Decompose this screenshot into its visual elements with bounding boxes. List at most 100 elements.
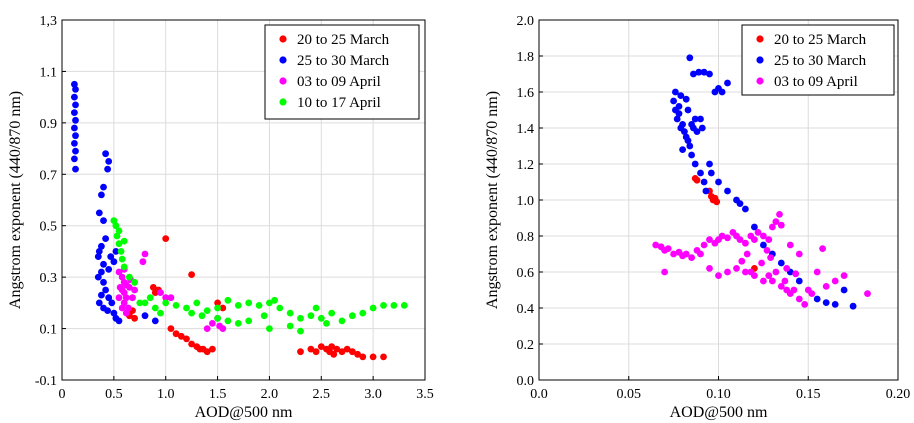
right-point-series-3 [751, 236, 758, 244]
right-point-series-3 [754, 229, 762, 236]
left-point-series-4 [266, 299, 273, 307]
right-point-series-2 [840, 286, 848, 294]
right-point-series-2 [675, 110, 683, 117]
left-point-series-2 [71, 140, 78, 147]
right-point-series-3 [790, 286, 798, 294]
left-point-series-2 [72, 147, 79, 155]
right-legend-marker-1 [756, 35, 764, 43]
right-x-tick-label: 0.20 [886, 387, 911, 402]
right-x-tick-label: 0.0 [530, 387, 548, 402]
right-point-series-2 [691, 115, 699, 123]
right-point-series-2 [672, 88, 679, 96]
right-point-series-2 [693, 128, 701, 136]
right-point-series-3 [763, 247, 771, 254]
left-x-tick-label: 3.5 [416, 387, 434, 402]
left-point-series-4 [157, 309, 164, 317]
left-point-series-4 [120, 237, 128, 245]
left-point-series-4 [266, 325, 273, 332]
right-point-series-2 [688, 151, 695, 159]
left-point-series-3 [120, 289, 128, 296]
left-point-series-2 [108, 299, 116, 307]
left-point-series-4 [224, 317, 232, 325]
right-y-tick-label: 1.2 [517, 158, 535, 173]
left-point-series-2 [110, 309, 118, 317]
left-point-series-3 [116, 284, 124, 291]
left-point-series-3 [115, 268, 123, 276]
left-point-series-4 [286, 309, 294, 317]
right-point-series-2 [707, 169, 715, 177]
right-point-series-3 [682, 250, 690, 258]
left-point-series-4 [328, 309, 336, 317]
left-point-series-4 [271, 296, 278, 304]
right-point-series-3 [769, 277, 776, 285]
right-point-series-2 [691, 160, 699, 168]
left-y-tick-label: 0.7 [40, 168, 58, 183]
left-point-series-4 [151, 304, 159, 312]
right-point-series-3 [808, 290, 816, 297]
left-point-series-4 [312, 304, 320, 312]
left-point-series-1 [307, 345, 315, 353]
left-point-series-2 [95, 299, 103, 307]
right-point-series-3 [724, 234, 731, 242]
right-point-series-2 [715, 178, 722, 186]
left-legend-label-4: 10 to 17 April [297, 95, 381, 111]
left-point-series-3 [122, 294, 130, 302]
left-point-series-4 [380, 302, 387, 309]
left-point-series-3 [125, 284, 133, 291]
right-y-tick-label: 0.0 [517, 374, 535, 389]
right-point-series-3 [733, 265, 740, 272]
left-point-series-1 [328, 343, 336, 350]
left-point-series-4 [162, 299, 170, 307]
left-point-series-3 [124, 304, 132, 312]
right-scatter-panel: 0.0 0.05 0.10 0.15 0.20 0.0 0.2 0.4 0.6 0.8 1.0 1.2… [484, 14, 910, 421]
left-point-series-4 [125, 273, 133, 281]
left-point-series-4 [349, 312, 356, 320]
left-point-series-2 [71, 124, 78, 132]
left-legend-label-2: 25 to 30 March [297, 53, 390, 69]
left-legend-marker-1 [279, 35, 287, 43]
left-point-series-2 [94, 273, 102, 281]
left-point-series-4 [276, 304, 284, 312]
right-point-series-3 [760, 232, 767, 240]
left-point-series-4 [112, 222, 120, 230]
left-point-series-4 [369, 304, 377, 312]
right-point-series-3 [822, 283, 830, 290]
right-point-series-3 [742, 268, 749, 276]
right-x-tick-label: 0.05 [617, 387, 642, 402]
left-x-tick-label: 0.5 [105, 387, 123, 402]
left-point-series-2 [141, 312, 149, 320]
left-point-series-3 [115, 294, 123, 302]
right-y-tick-label: 1.6 [517, 86, 535, 101]
right-point-series-3 [688, 254, 695, 261]
right-point-series-2 [849, 302, 857, 310]
left-y-tick-label: 1.1 [40, 65, 58, 80]
left-point-series-4 [214, 304, 222, 312]
left-point-series-1 [369, 353, 377, 361]
left-point-series-2 [102, 150, 109, 158]
left-point-series-2 [100, 183, 107, 191]
left-legend-marker-4 [279, 98, 287, 106]
right-point-series-2 [695, 68, 703, 76]
right-point-series-2 [700, 178, 708, 186]
left-point-series-1 [131, 314, 139, 322]
left-point-series-1 [167, 325, 175, 332]
left-point-series-2 [95, 209, 103, 217]
left-point-series-3 [141, 250, 149, 258]
left-legend-label-3: 03 to 09 April [297, 74, 381, 90]
right-point-series-3 [697, 250, 704, 258]
left-point-series-1 [312, 348, 320, 356]
right-point-series-2 [698, 124, 706, 132]
left-x-tick-label: 2.0 [261, 387, 279, 402]
right-y-tick-label: 1.8 [517, 50, 535, 65]
right-point-series-3 [715, 272, 722, 279]
left-scatter-panel: 0 0.5 1.0 1.5 2.0 2.5 3.0 3.5 -0.1 0.1 0.3 0.5 0.7 0.… [7, 14, 434, 421]
right-point-series-2 [795, 277, 803, 285]
right-point-series-2 [702, 187, 710, 195]
left-point-series-4 [297, 314, 304, 322]
left-point-series-4 [172, 302, 180, 309]
left-point-series-4 [338, 317, 346, 325]
left-point-series-2 [105, 294, 113, 302]
left-point-series-2 [105, 158, 113, 165]
left-point-series-3 [167, 294, 175, 302]
